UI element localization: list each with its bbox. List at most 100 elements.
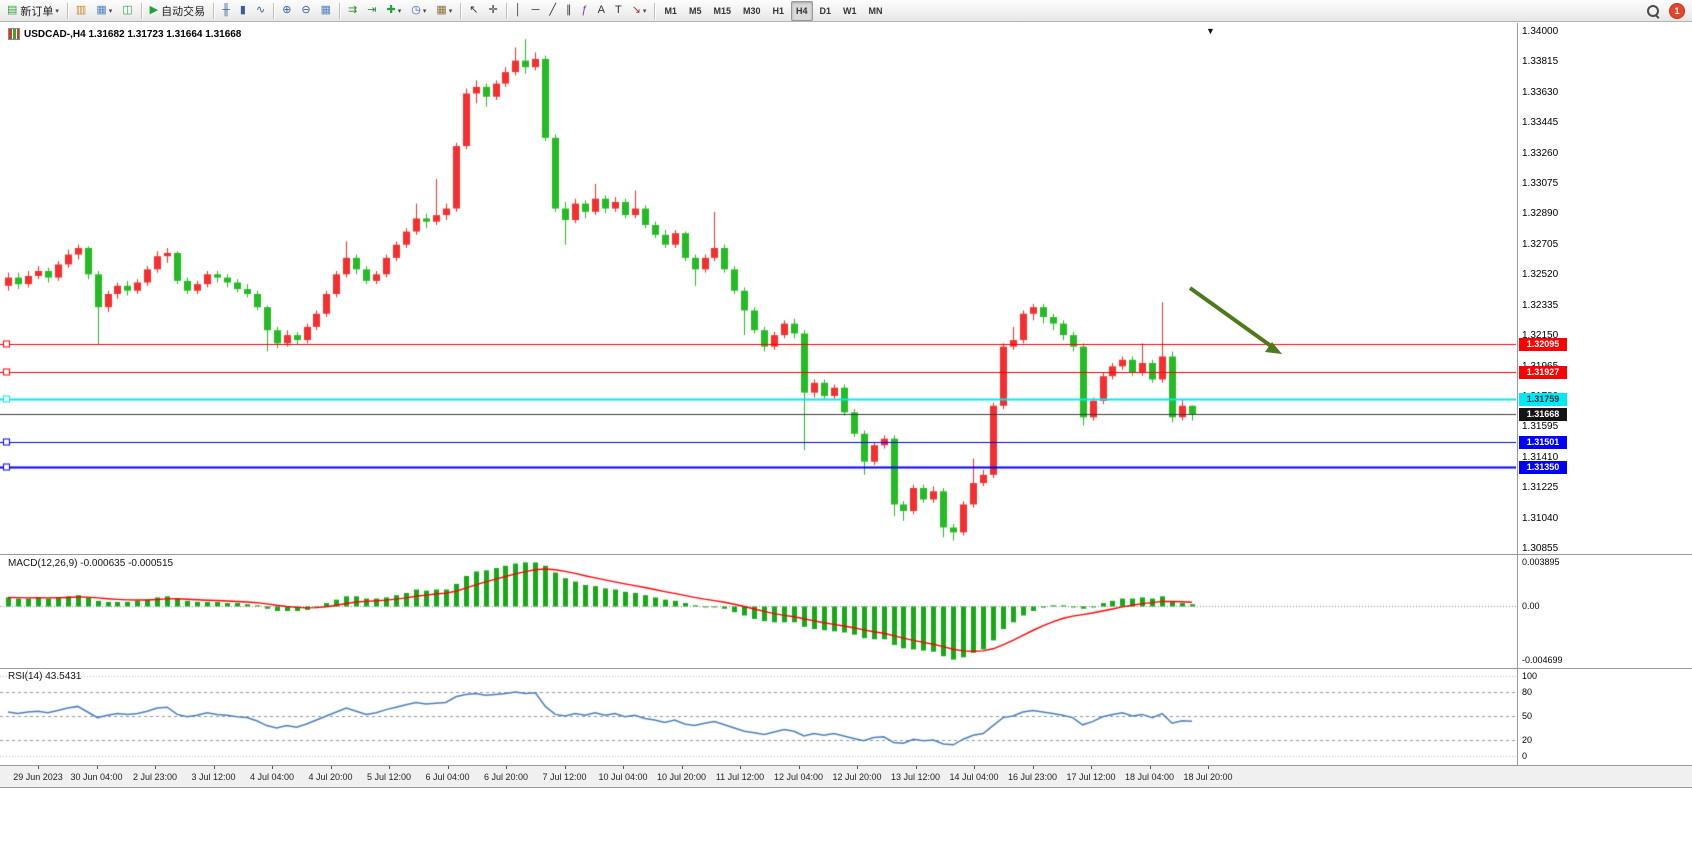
arrows-button[interactable]: ↘ ▾ (628, 1, 651, 21)
trend-arrow-annotation[interactable] (1178, 282, 1308, 382)
zoom-in-icon: ⊕ (282, 4, 292, 16)
price-line-badge[interactable]: 1.31927 (1519, 365, 1567, 379)
tf-d1-button[interactable]: D1 (815, 1, 837, 21)
channel-button[interactable]: ∥ (562, 1, 576, 21)
price-tick-label: 1.32520 (1522, 269, 1559, 281)
tf-w1-button[interactable]: W1 (838, 1, 862, 21)
time-tick (38, 766, 39, 769)
toolbar-separator (66, 2, 68, 19)
price-tick-label: 1.34000 (1522, 26, 1559, 37)
templates-button[interactable]: ▦ ▾ (432, 1, 456, 21)
search-icon[interactable] (1647, 4, 1660, 19)
time-tick (1091, 766, 1092, 769)
zoom-out-button[interactable]: ⊖ (297, 1, 314, 21)
zoom-out-icon: ⊖ (301, 4, 311, 16)
time-tick (1032, 766, 1034, 769)
price-tick-label: 1.32705 (1522, 238, 1559, 250)
zoom-in-button[interactable]: ⊕ (278, 1, 295, 21)
time-label: 6 Jul 04:00 (425, 772, 470, 782)
toolbar-separator (654, 2, 656, 19)
line-chart-icon: ∿ (255, 4, 266, 16)
trendline-button[interactable]: ╱ (545, 1, 560, 21)
time-tick (1208, 766, 1209, 769)
tf-m5-button[interactable]: M5 (684, 1, 707, 21)
price-line-badge[interactable]: 1.31759 (1519, 393, 1567, 407)
time-label: 18 Jul 20:00 (1183, 772, 1233, 782)
toolbar-separator (505, 2, 507, 19)
price-line-badge[interactable]: 1.31501 (1519, 435, 1567, 449)
price-tick-label: 1.32335 (1522, 299, 1559, 311)
tf-h1-button-label: H1 (772, 5, 785, 16)
toolbar-separator (140, 2, 142, 19)
tf-d1-button-label: D1 (819, 5, 832, 16)
dropdown-caret-icon: ▾ (422, 7, 427, 15)
time-label: 14 Jul 04:00 (949, 772, 999, 782)
tf-w1-button-label: W1 (843, 5, 857, 16)
periods-button[interactable]: ◷ ▾ (407, 1, 430, 21)
new-chart-icon: ▥ (75, 4, 87, 16)
auto-scroll-button[interactable]: ⇉ (344, 1, 361, 21)
line-chart-button[interactable]: ∿ (252, 1, 269, 21)
new-chart-button[interactable]: ▥ (72, 1, 90, 21)
time-label: 10 Jul 20:00 (656, 772, 707, 782)
time-tick (1149, 766, 1151, 769)
bar-chart-button[interactable]: ╫ (218, 1, 234, 21)
time-label: 17 Jul 12:00 (1066, 772, 1116, 782)
price-line-badge[interactable]: 1.31350 (1519, 460, 1567, 474)
chart-shift-button[interactable]: ⇥ (363, 1, 380, 21)
macd-value-main: -0.000635 (80, 558, 126, 569)
vertical-line-button[interactable]: │ (511, 1, 526, 21)
tf-mn-button[interactable]: MN (864, 1, 888, 21)
price-tick-label: 1.31595 (1522, 421, 1559, 433)
macd-axis-label: 0.003895 (1522, 557, 1560, 568)
time-label: 12 Jul 20:00 (832, 772, 882, 782)
notification-badge[interactable]: 1 (1670, 4, 1684, 18)
fibonacci-button[interactable]: ƒ (578, 1, 592, 21)
candlestick-chart-button[interactable]: ▮ (236, 1, 250, 21)
indicators-button[interactable]: ✚ ▾ (382, 1, 405, 21)
toolbar-separator (339, 2, 341, 19)
tile-windows-button[interactable]: ▦ (317, 1, 335, 21)
horizontal-line-button[interactable]: ─ (528, 1, 544, 21)
tf-m5-button-label: M5 (688, 5, 702, 16)
autotrading-button[interactable]: ▶ 自动交易 (146, 1, 209, 21)
market-watch-button[interactable]: ◫ (118, 1, 136, 21)
tf-m15-button[interactable]: M15 (708, 1, 736, 21)
macd-axis-label: -0.004699 (1522, 654, 1563, 665)
cursor-button[interactable]: ↖ (465, 1, 482, 21)
time-tick (857, 766, 858, 769)
toolbar-separator (213, 2, 215, 19)
arrows-icon: ↘ (631, 4, 641, 16)
macd-axis-label: 0.00 (1522, 601, 1540, 612)
chart-shift-marker[interactable]: ▼ (1206, 26, 1215, 36)
time-tick (96, 766, 98, 769)
tf-h1-button[interactable]: H1 (768, 1, 790, 21)
new-order-button[interactable]: ▤ 新订单 ▾ (3, 1, 63, 21)
horizontal-line-icon: ─ (531, 4, 540, 16)
price-chart-canvas[interactable] (0, 24, 1516, 555)
macd-indicator-canvas[interactable] (0, 555, 1516, 667)
profiles-button[interactable]: ▦ ▾ (92, 1, 116, 21)
time-label: 13 Jul 12:00 (890, 772, 941, 782)
price-tick-label: 1.33630 (1522, 86, 1559, 98)
time-label: 6 Jul 20:00 (483, 772, 529, 782)
time-tick (506, 766, 507, 769)
text-button[interactable]: A (594, 1, 609, 21)
text-label-button[interactable]: T (611, 1, 626, 21)
rsi-indicator-canvas[interactable] (0, 669, 1516, 764)
price-tick-label: 1.31040 (1522, 512, 1559, 524)
tf-m1-button[interactable]: M1 (659, 1, 682, 21)
crosshair-button[interactable]: ✛ (484, 1, 501, 21)
time-axis[interactable]: 29 Jun 2023 30 Jun 04:00 2 Jul 23:00 3 Jul … (0, 765, 1692, 788)
text-icon: A (597, 4, 605, 16)
dropdown-caret-icon: ▾ (642, 7, 647, 15)
chart-symbol-icon (8, 28, 20, 40)
tf-m30-button[interactable]: M30 (738, 1, 766, 21)
price-line-badge[interactable]: 1.31668 (1519, 408, 1567, 422)
price-line-badge[interactable]: 1.32095 (1519, 338, 1567, 352)
macd-name: MACD(12,26,9) (8, 558, 78, 569)
tf-h4-button[interactable]: H4 (791, 0, 813, 21)
time-tick (389, 766, 390, 769)
dropdown-caret-icon: ▾ (448, 7, 453, 15)
auto-scroll-icon: ⇉ (348, 4, 358, 16)
